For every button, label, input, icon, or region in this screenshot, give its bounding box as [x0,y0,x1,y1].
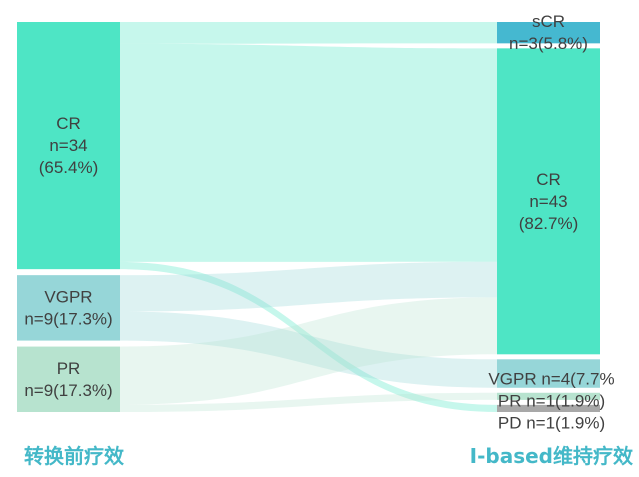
right-node-label-vgpr-0: VGPR n=4(7.7% [488,370,614,389]
right-node-label-pd-0: PD n=1(1.9%) [498,414,605,433]
labels-layer: CR n=34 (65.4%) VGPR n=9(17.3%) PR n=9(17.3%) s… [24,12,614,432]
link-cr-to-pd [120,261,497,412]
left-node-label-cr-2: (65.4%) [39,158,99,177]
right-node-scr [497,22,600,44]
links-layer [120,22,497,412]
right-node-label-pr-0: PR n=1(1.9%) [498,392,605,411]
left-node-pr [17,346,120,412]
right-node-cr [497,48,600,355]
left-axis-title: 转换前疗效 [24,444,124,468]
right-node-label-cr-2: (82.7%) [519,214,579,233]
link-vgpr-to-vgpr [120,311,497,388]
left-node-label-vgpr-1: n=9(17.3%) [24,309,112,328]
left-node-vgpr [17,275,120,341]
left-node-cr [17,22,120,270]
link-pr-to-pr [120,392,497,412]
left-node-label-vgpr-0: VGPR [44,287,92,306]
right-node-label-scr-0: sCR [532,12,565,31]
nodes-layer [17,22,600,412]
link-cr-to-scr [120,22,497,44]
left-node-label-cr-0: CR [56,114,81,133]
right-node-label-cr-0: CR [536,170,561,189]
right-node-label-scr-1: n=3(5.8%) [509,34,588,53]
link-vgpr-to-cr [120,261,497,312]
right-node-label-cr-1: n=43 [529,192,567,211]
right-node-pd [497,404,600,412]
link-cr-to-cr [120,43,497,262]
left-node-label-pr-1: n=9(17.3%) [24,381,112,400]
right-node-pr [497,392,600,400]
right-axis-title: I-based维持疗效 [469,444,633,468]
left-node-label-pr-0: PR [57,359,81,378]
link-pr-to-cr [120,297,497,405]
right-node-vgpr [497,359,600,388]
left-node-label-cr-1: n=34 [49,136,87,155]
